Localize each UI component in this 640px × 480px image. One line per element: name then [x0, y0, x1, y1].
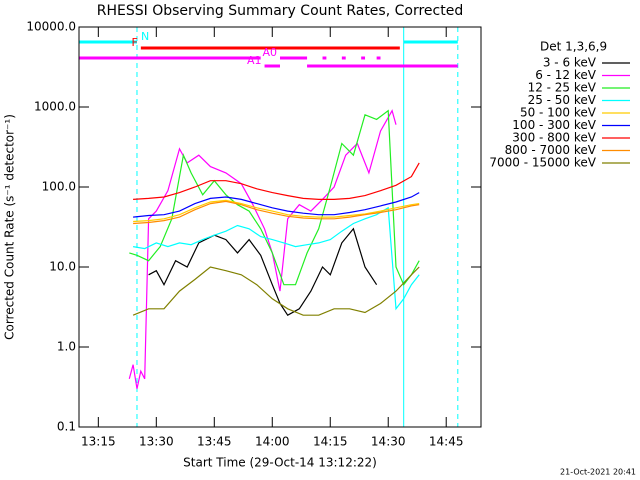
- x-tick-label: 13:15: [81, 435, 116, 449]
- legend-title: Det 1,3,6,9: [540, 40, 607, 54]
- series-line: [133, 199, 420, 223]
- x-tick-label: 14:00: [255, 435, 290, 449]
- series-line: [133, 162, 420, 200]
- series-line: [133, 192, 420, 218]
- series-line: [132, 266, 420, 316]
- plot-frame: [78, 26, 482, 428]
- series-line: [129, 109, 420, 286]
- series-line: [148, 227, 378, 316]
- chart-title: RHESSI Observing Summary Count Rates, Co…: [97, 3, 463, 19]
- x-tick-label: 14:45: [429, 435, 464, 449]
- legend-label: 12 - 25 keV: [528, 81, 597, 95]
- y-axis-label: Corrected Count Rate (s⁻¹ detector⁻¹): [3, 114, 17, 340]
- legend-label: 7000 - 15000 keV: [489, 156, 596, 170]
- flag-label: A1: [247, 54, 262, 67]
- x-axis-label: Start Time (29-Oct-14 13:12:22): [183, 456, 377, 470]
- x-tick-label: 13:30: [139, 435, 174, 449]
- legend-label: 50 - 100 keV: [520, 106, 597, 120]
- legend-label: 300 - 800 keV: [512, 131, 596, 145]
- y-tick-label: 1000.0: [34, 100, 76, 114]
- legend-label: 800 - 7000 keV: [505, 143, 597, 157]
- flag-label: A0: [262, 46, 277, 59]
- legend-label: 3 - 6 keV: [543, 56, 597, 70]
- legend-label: 100 - 300 keV: [512, 118, 596, 132]
- y-tick-label: 1.0: [57, 340, 76, 354]
- legend-label: 6 - 12 keV: [535, 68, 597, 82]
- legend-label: 25 - 50 keV: [528, 93, 597, 107]
- footer: 21-Oct-2021 20:41: [560, 468, 636, 477]
- y-tick-label: 10.0: [49, 260, 76, 274]
- flag-label: F: [132, 36, 138, 49]
- y-tick-label: 0.1: [57, 420, 76, 434]
- y-tick-label: 100.0: [42, 180, 76, 194]
- series-line: [133, 200, 420, 225]
- x-tick-label: 14:30: [371, 435, 406, 449]
- y-tick-label: 10000.0: [26, 20, 76, 34]
- x-tick-label: 13:45: [197, 435, 232, 449]
- x-tick-label: 14:15: [313, 435, 348, 449]
- flag-label: N: [141, 30, 149, 43]
